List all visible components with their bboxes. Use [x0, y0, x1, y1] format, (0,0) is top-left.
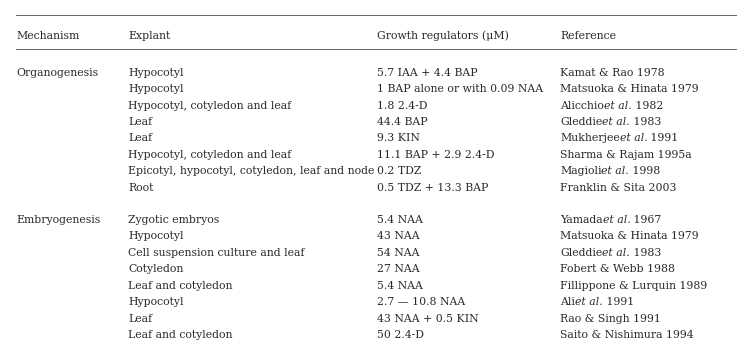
Text: et al.: et al. — [603, 248, 630, 257]
Text: Hypocotyl: Hypocotyl — [129, 84, 184, 94]
Text: et al.: et al. — [602, 167, 629, 177]
Text: Yamada: Yamada — [560, 214, 603, 225]
Text: 1998: 1998 — [629, 167, 661, 177]
Text: 9.3 KIN: 9.3 KIN — [377, 134, 420, 144]
Text: 54 NAA: 54 NAA — [377, 248, 420, 257]
Text: 5.4 NAA: 5.4 NAA — [377, 281, 423, 290]
Text: Leaf: Leaf — [129, 134, 152, 144]
Text: 0.5 TDZ + 13.3 BAP: 0.5 TDZ + 13.3 BAP — [377, 183, 488, 193]
Text: 5.7 IAA + 4.4 BAP: 5.7 IAA + 4.4 BAP — [377, 68, 478, 77]
Text: et al.: et al. — [604, 101, 632, 110]
Text: 0.2 TDZ: 0.2 TDZ — [377, 167, 421, 177]
Text: Hypocotyl: Hypocotyl — [129, 231, 184, 241]
Text: 1983: 1983 — [630, 117, 661, 127]
Text: Zygotic embryos: Zygotic embryos — [129, 214, 219, 225]
Text: Leaf and cotyledon: Leaf and cotyledon — [129, 281, 233, 290]
Text: et al.: et al. — [603, 214, 630, 225]
Text: Hypocotyl, cotyledon and leaf: Hypocotyl, cotyledon and leaf — [129, 101, 291, 110]
Text: Hypocotyl, cotyledon and leaf: Hypocotyl, cotyledon and leaf — [129, 150, 291, 160]
Text: 1991: 1991 — [603, 297, 634, 307]
Text: 43 NAA + 0.5 KIN: 43 NAA + 0.5 KIN — [377, 314, 478, 323]
Text: Magioli: Magioli — [560, 167, 602, 177]
Text: Leaf and cotyledon: Leaf and cotyledon — [129, 330, 233, 340]
Text: Sharma & Rajam 1995a: Sharma & Rajam 1995a — [560, 150, 692, 160]
Text: Gleddie: Gleddie — [560, 117, 603, 127]
Text: Explant: Explant — [129, 31, 170, 41]
Text: Embryogenesis: Embryogenesis — [16, 214, 100, 225]
Text: Root: Root — [129, 183, 154, 193]
Text: Franklin & Sita 2003: Franklin & Sita 2003 — [560, 183, 676, 193]
Text: Rao & Singh 1991: Rao & Singh 1991 — [560, 314, 661, 323]
Text: Hypocotyl: Hypocotyl — [129, 297, 184, 307]
Text: Mechanism: Mechanism — [16, 31, 80, 41]
Text: Fobert & Webb 1988: Fobert & Webb 1988 — [560, 264, 675, 274]
Text: Gleddie: Gleddie — [560, 248, 603, 257]
Text: Reference: Reference — [560, 31, 616, 41]
Text: Ali: Ali — [560, 297, 575, 307]
Text: Organogenesis: Organogenesis — [16, 68, 98, 77]
Text: et al.: et al. — [575, 297, 603, 307]
Text: et al.: et al. — [620, 134, 647, 144]
Text: Matsuoka & Hinata 1979: Matsuoka & Hinata 1979 — [560, 84, 698, 94]
Text: Epicotyl, hypocotyl, cotyledon, leaf and node: Epicotyl, hypocotyl, cotyledon, leaf and… — [129, 167, 374, 177]
Text: 5.4 NAA: 5.4 NAA — [377, 214, 423, 225]
Text: 11.1 BAP + 2.9 2.4-D: 11.1 BAP + 2.9 2.4-D — [377, 150, 495, 160]
Text: et al.: et al. — [603, 117, 630, 127]
Text: Saito & Nishimura 1994: Saito & Nishimura 1994 — [560, 330, 694, 340]
Text: 44.4 BAP: 44.4 BAP — [377, 117, 428, 127]
Text: Hypocotyl: Hypocotyl — [129, 68, 184, 77]
Text: 50 2.4-D: 50 2.4-D — [377, 330, 424, 340]
Text: Leaf: Leaf — [129, 117, 152, 127]
Text: Alicchio: Alicchio — [560, 101, 604, 110]
Text: 1991: 1991 — [647, 134, 679, 144]
Text: Mukherjee: Mukherjee — [560, 134, 620, 144]
Text: 1982: 1982 — [632, 101, 663, 110]
Text: Kamat & Rao 1978: Kamat & Rao 1978 — [560, 68, 664, 77]
Text: 1 BAP alone or with 0.09 NAA: 1 BAP alone or with 0.09 NAA — [377, 84, 543, 94]
Text: Cell suspension culture and leaf: Cell suspension culture and leaf — [129, 248, 305, 257]
Text: 1967: 1967 — [630, 214, 661, 225]
Text: 2.7 — 10.8 NAA: 2.7 — 10.8 NAA — [377, 297, 465, 307]
Text: Fillippone & Lurquin 1989: Fillippone & Lurquin 1989 — [560, 281, 707, 290]
Text: Cotyledon: Cotyledon — [129, 264, 184, 274]
Text: 1983: 1983 — [630, 248, 661, 257]
Text: Leaf: Leaf — [129, 314, 152, 323]
Text: 43 NAA: 43 NAA — [377, 231, 420, 241]
Text: 27 NAA: 27 NAA — [377, 264, 420, 274]
Text: Growth regulators (μM): Growth regulators (μM) — [377, 31, 509, 41]
Text: 1.8 2.4-D: 1.8 2.4-D — [377, 101, 427, 110]
Text: Matsuoka & Hinata 1979: Matsuoka & Hinata 1979 — [560, 231, 698, 241]
